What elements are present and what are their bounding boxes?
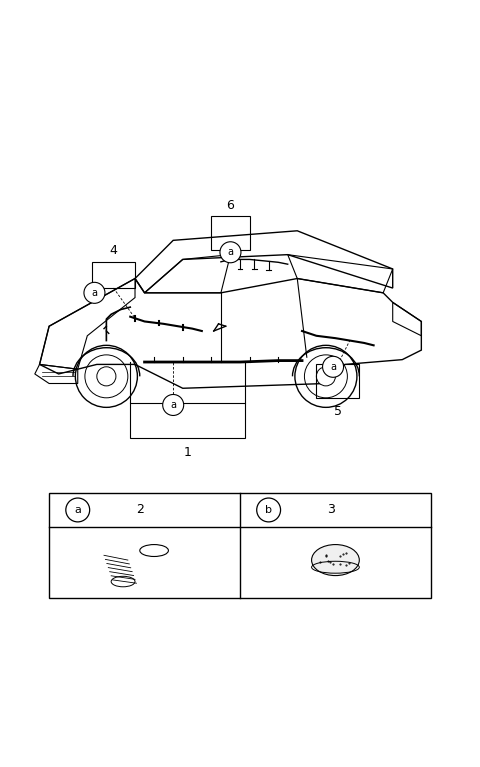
Text: 4: 4 <box>109 244 118 257</box>
Circle shape <box>257 498 281 522</box>
Text: a: a <box>330 362 336 372</box>
Circle shape <box>323 357 344 377</box>
Bar <box>130 403 245 439</box>
Ellipse shape <box>312 545 360 575</box>
Circle shape <box>66 498 90 522</box>
Text: 3: 3 <box>327 503 335 516</box>
Text: 6: 6 <box>227 199 234 212</box>
Text: b: b <box>265 505 272 515</box>
Circle shape <box>163 394 184 416</box>
Text: a: a <box>92 288 97 298</box>
Circle shape <box>316 367 336 386</box>
Bar <box>92 262 135 288</box>
Text: 5: 5 <box>334 405 342 418</box>
Text: a: a <box>170 400 176 410</box>
Text: 1: 1 <box>183 446 192 459</box>
Bar <box>211 216 250 250</box>
Bar <box>316 364 360 398</box>
Bar <box>49 493 431 598</box>
Text: a: a <box>228 247 233 257</box>
Circle shape <box>220 242 241 263</box>
Text: a: a <box>74 505 81 515</box>
Circle shape <box>84 282 105 303</box>
Text: 2: 2 <box>136 503 144 516</box>
Circle shape <box>97 367 116 386</box>
